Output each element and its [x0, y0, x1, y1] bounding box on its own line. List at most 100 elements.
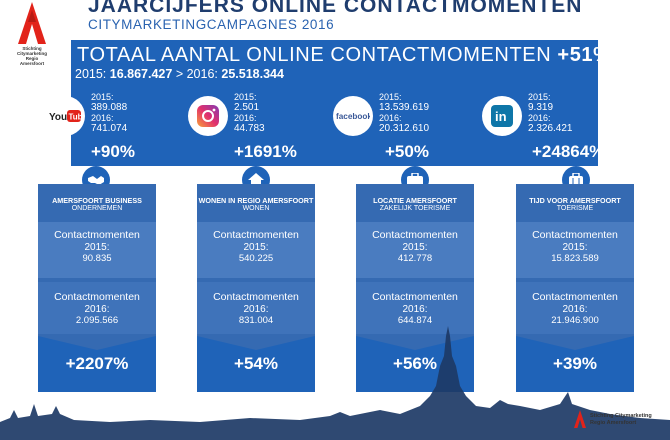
footer-logo-text: Stichting Citymarketing Regio Amersfoort [590, 413, 652, 426]
year-label: 2015: [402, 241, 428, 253]
value-2016: 2.326.421 [528, 122, 573, 134]
panel-subcategory: ONDERNEMEN [71, 205, 123, 212]
panel-category: AMERSFOORT BUSINESS [52, 196, 142, 205]
facebook-icon: facebook [333, 96, 373, 136]
svg-text:in: in [495, 109, 507, 124]
panel-subcategory: TOERISME [556, 205, 594, 212]
instagram-icon [188, 96, 228, 136]
growth-percent: +56% [393, 354, 437, 373]
year-label: 2016: [528, 113, 551, 124]
growth-percent: +39% [553, 354, 597, 373]
year-label: 2015: [243, 241, 269, 253]
year-label: 2015: [75, 67, 107, 81]
youtube-icon: YouTube [45, 96, 85, 136]
panel-subcategory: WONEN [242, 205, 270, 212]
panel-2016: Contactmomenten 2016: 21.946.900 [516, 282, 634, 334]
value-2016: 2.095.566 [75, 315, 119, 326]
banner-title: TOTAAL AANTAL ONLINE CONTACTMOMENTEN +51… [77, 44, 612, 67]
logo: Stichting Citymarketing Regio Amersfoort [8, 0, 56, 70]
panel-2015: Contactmomenten 2015: 15.823.589 [516, 222, 634, 278]
banner-growth: +51% [557, 44, 612, 66]
growth-percent: +1691% [234, 142, 297, 161]
value-2015: 13.539.619 [379, 101, 430, 113]
banner-years: 2015: 16.867.427 > 2016: 25.518.344 [75, 67, 284, 81]
value-2015: 9.319 [528, 101, 554, 113]
logo-mark-icon [18, 2, 46, 44]
year-label: 2016: [84, 303, 110, 315]
value-2016: 21.946.900 [551, 315, 599, 326]
growth-percent: +50% [385, 142, 429, 161]
panel-2015: Contactmomenten 2015: 90.835 [38, 222, 156, 278]
year-label: 2015: [91, 92, 114, 102]
footer-line: Stichting Citymarketing [590, 413, 652, 419]
value-2015: 412.778 [397, 253, 433, 264]
panel-2016: Contactmomenten 2016: 831.004 [197, 282, 315, 334]
panel-2016: Contactmomenten 2016: 2.095.566 [38, 282, 156, 334]
panel-2015: Contactmomenten 2015: 540.225 [197, 222, 315, 278]
social-stats: 2015: 2.501 2016: 44.783 [234, 92, 265, 134]
year-value: 16.867.427 [109, 67, 173, 81]
banner-title-text: TOTAAL AANTAL ONLINE CONTACTMOMENTEN [77, 44, 552, 66]
footer-line: Regio Amersfoort [590, 419, 637, 426]
year-label: 2015: [234, 92, 257, 102]
year-label: 2016: [562, 303, 588, 315]
metric-label: Contactmomenten [54, 291, 140, 303]
year-label: 2016: [234, 113, 257, 124]
value-2016: 20.312.610 [379, 122, 430, 134]
year-label: 2015: [379, 92, 402, 102]
metric-label: Contactmomenten [372, 229, 458, 241]
svg-text:Tube: Tube [69, 113, 82, 122]
page-title: JAARCIJFERS ONLINE CONTACTMOMENTEN [88, 0, 583, 17]
svg-text:facebook: facebook [336, 112, 370, 121]
city-skyline-illustration [0, 326, 670, 440]
panel-2016: Contactmomenten 2016: 644.874 [356, 282, 474, 334]
growth-percent: +90% [91, 142, 135, 161]
panel-subcategory: ZAKELIJK TOERISME [379, 205, 451, 212]
metric-label: Contactmomenten [54, 229, 140, 241]
year-label: 2016: [379, 113, 402, 124]
growth-percent: +2207% [65, 354, 129, 373]
metric-label: Contactmomenten [532, 229, 618, 241]
panel-category: TIJD VOOR AMERSFOORT [529, 196, 621, 205]
logo-text: Stichting Citymarketing Regio Amersfoort [8, 46, 56, 66]
year-label: 2016: [402, 303, 428, 315]
page-subtitle: CITYMARKETINGCAMPAGNES 2016 [88, 17, 335, 32]
linkedin-icon: in [482, 96, 522, 136]
logo-line: Stichting [22, 46, 42, 51]
year-label: 2016: [243, 303, 269, 315]
metric-label: Contactmomenten [532, 291, 618, 303]
year-value: 25.518.344 [221, 67, 284, 81]
metric-label: Contactmomenten [213, 229, 299, 241]
logo-line: Citymarketing [16, 51, 47, 56]
value-2016: 831.004 [238, 315, 274, 326]
value-2015: 15.823.589 [551, 253, 599, 264]
panel-2015: Contactmomenten 2015: 412.778 [356, 222, 474, 278]
year-label: 2016: [186, 67, 218, 81]
year-label: 2015: [84, 241, 110, 253]
value-2015: 389.088 [91, 101, 128, 113]
metric-label: Contactmomenten [213, 291, 299, 303]
year-label: 2015: [562, 241, 588, 253]
social-stats: 2015: 389.088 2016: 741.074 [91, 92, 127, 134]
value-2015: 90.835 [82, 253, 112, 264]
year-label: 2016: [91, 113, 114, 124]
value-2015: 540.225 [238, 253, 274, 264]
value-2016: 644.874 [397, 315, 433, 326]
svg-text:You: You [49, 112, 67, 123]
logo-line: Amersfoort [19, 61, 45, 66]
value-2015: 2.501 [234, 101, 260, 113]
metric-label: Contactmomenten [372, 291, 458, 303]
logo-line: Regio [25, 56, 39, 61]
panel-category: LOCATIE AMERSFOORT [373, 196, 457, 205]
separator: > [175, 67, 184, 81]
growth-percent: +54% [234, 354, 278, 373]
year-label: 2015: [528, 92, 551, 102]
value-2016: 741.074 [91, 122, 128, 134]
total-banner: TOTAAL AANTAL ONLINE CONTACTMOMENTEN +51… [71, 40, 611, 166]
logo-mark-icon [574, 410, 586, 428]
growth-percent: +24864% [532, 142, 605, 161]
social-stats: 2015: 13.539.619 2016: 20.312.610 [379, 92, 429, 134]
panel-category: WONEN IN REGIO AMERSFOORT [198, 196, 314, 205]
social-stats: 2015: 9.319 2016: 2.326.421 [528, 92, 573, 134]
value-2016: 44.783 [234, 122, 265, 134]
